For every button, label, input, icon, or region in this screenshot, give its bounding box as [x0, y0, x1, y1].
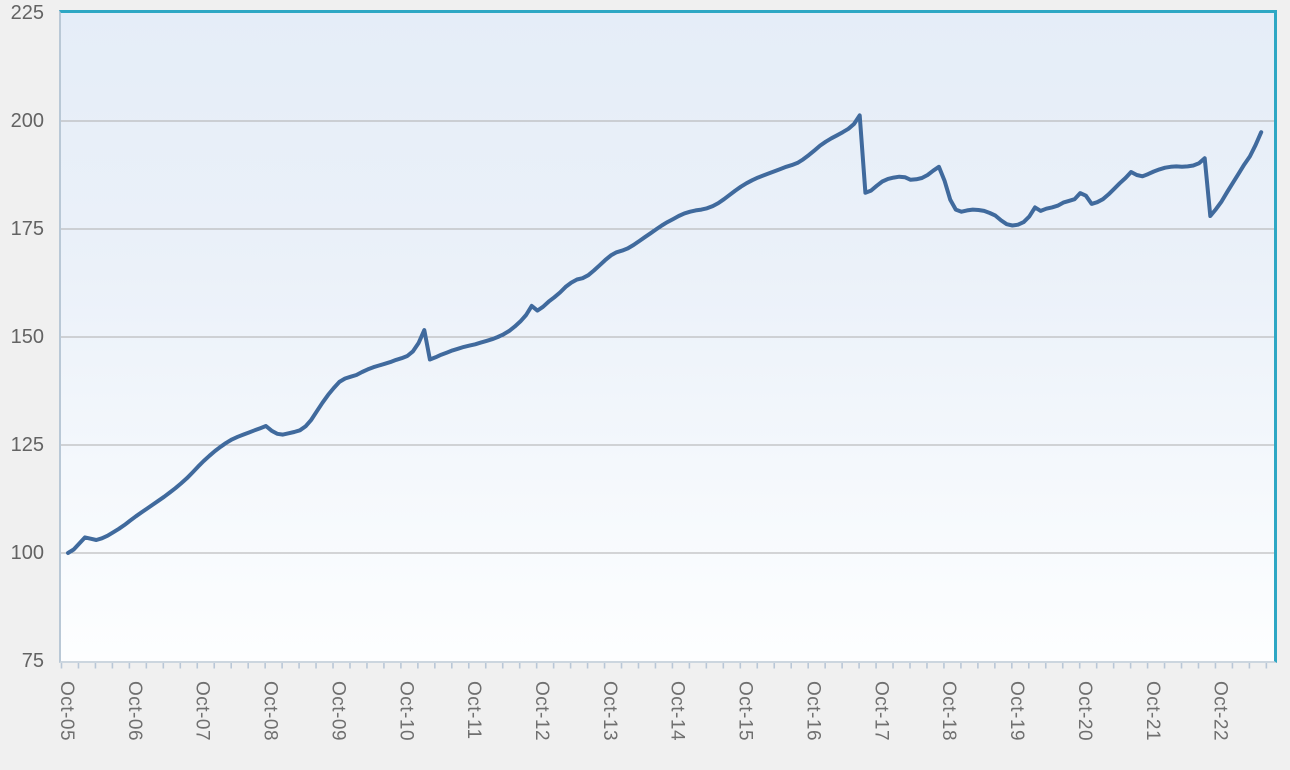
x-axis-label: Oct-11 [463, 681, 485, 740]
x-axis-label: Oct-05 [56, 681, 77, 742]
y-axis-label: 75 [21, 650, 44, 672]
x-axis-label: Oct-10 [395, 681, 417, 742]
x-axis-label: Oct-08 [259, 681, 281, 742]
y-axis-label: 225 [10, 2, 44, 24]
x-axis-label: Oct-21 [1141, 681, 1163, 742]
x-axis-label: Oct-20 [1073, 681, 1095, 742]
y-axis-label: 175 [10, 218, 44, 240]
x-axis-label: Oct-15 [734, 681, 756, 742]
gridlines [61, 120, 1274, 554]
x-axis-ticks [60, 663, 1268, 669]
x-axis-label: Oct-07 [191, 681, 213, 742]
trend-line-group [66, 113, 1264, 555]
x-axis-label: Oct-18 [938, 681, 960, 742]
y-axis-label: 100 [10, 542, 44, 564]
x-axis-label: Oct-12 [531, 681, 553, 742]
y-axis-label: 150 [10, 326, 44, 348]
x-axis-label: Oct-06 [123, 681, 145, 742]
x-axis-label: Oct-16 [802, 681, 824, 742]
x-axis-label: Oct-17 [870, 681, 892, 742]
y-axis-label: 200 [10, 110, 44, 132]
y-axis-label: 125 [10, 434, 44, 456]
x-axis-label: Oct-13 [598, 681, 620, 742]
x-axis-label: Oct-22 [1209, 681, 1231, 742]
x-axis-label: Oct-09 [327, 681, 349, 742]
x-axis-label: Oct-19 [1006, 681, 1028, 742]
x-axis-label: Oct-14 [666, 681, 688, 742]
trend-line [66, 113, 1264, 555]
